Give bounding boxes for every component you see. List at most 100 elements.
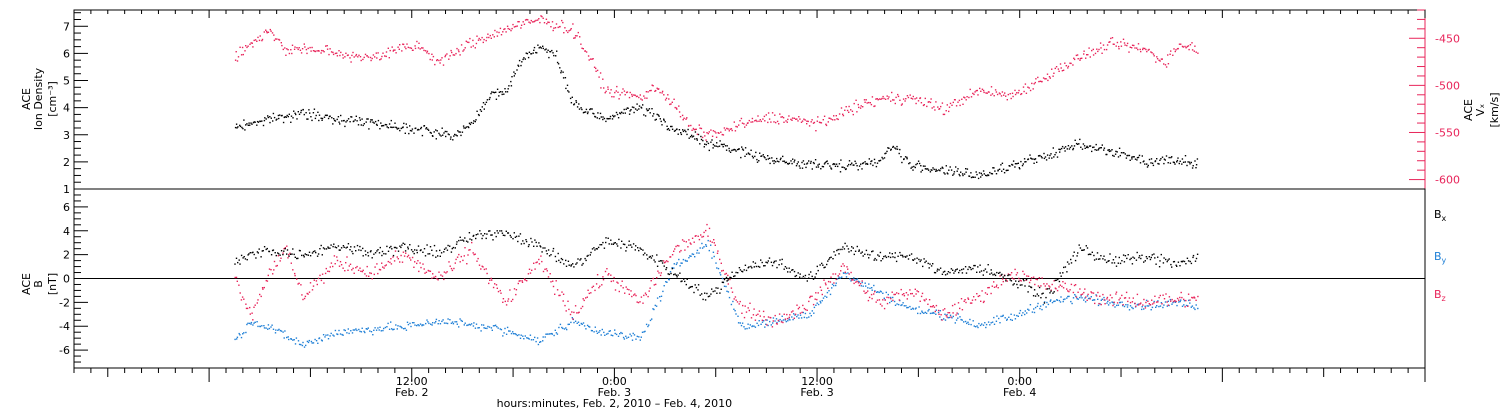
velocity-series-point <box>778 123 780 125</box>
bz-series-point <box>876 299 879 301</box>
by-series-point <box>781 315 783 317</box>
bz-series-point <box>804 308 807 311</box>
bx-series-point <box>256 251 259 253</box>
velocity-series-point <box>366 55 368 57</box>
density-series-point <box>887 147 889 149</box>
by-series-point <box>1046 301 1048 304</box>
bz-series-point <box>753 308 755 310</box>
bz-series-point <box>1161 303 1163 305</box>
density-series-point <box>911 166 913 168</box>
bx-series-point <box>731 271 733 273</box>
density-series-point <box>1074 139 1076 141</box>
density-series-point <box>663 119 665 121</box>
bx-series-point <box>305 254 308 256</box>
velocity-series-point <box>730 128 733 130</box>
density-series-point <box>888 147 890 149</box>
bx-series-point <box>1121 260 1123 262</box>
density-series-point <box>950 169 953 171</box>
bx-series-point <box>1107 260 1109 262</box>
density-series-point <box>249 124 251 126</box>
velocity-series-point <box>683 117 685 119</box>
density-series-point <box>892 145 895 148</box>
density-series-point <box>573 103 576 105</box>
by-series-point <box>425 322 427 325</box>
velocity-series-point <box>712 130 715 132</box>
density-series-point <box>862 162 865 164</box>
density-series-point <box>1086 146 1088 149</box>
by-series-point <box>690 255 692 257</box>
bz-series-point <box>320 279 323 282</box>
density-series-point <box>458 131 460 133</box>
density-series-point <box>644 115 647 117</box>
bx-series-point <box>317 253 320 255</box>
bz-series-point <box>838 273 841 275</box>
velocity-series-point <box>1156 58 1159 60</box>
bx-series-point <box>1054 279 1056 282</box>
density-series-point <box>430 132 432 134</box>
velocity-series-point <box>347 54 349 56</box>
density-series-point <box>586 112 589 115</box>
density-series-point <box>1146 163 1148 165</box>
density-series-point <box>697 133 700 136</box>
bz-series-point <box>571 311 573 313</box>
bx-series-point <box>842 246 844 248</box>
density-series-point <box>241 126 243 129</box>
density-series-point <box>1019 168 1021 170</box>
bx-series-point <box>271 249 274 252</box>
bz-series-point <box>1051 283 1053 286</box>
density-series-point <box>278 117 280 120</box>
density-series-point <box>568 91 570 93</box>
by-series-point <box>636 335 638 338</box>
density-series-point <box>495 98 498 100</box>
density-series-point <box>1134 158 1137 160</box>
density-series-point <box>315 114 317 117</box>
bx-series-point <box>751 267 753 269</box>
by-series-point <box>604 334 606 336</box>
bx-series-point <box>1177 261 1180 263</box>
by-series-point <box>332 334 334 336</box>
by-series-point <box>1036 305 1039 307</box>
bz-series-point <box>389 261 391 264</box>
bx-series-point <box>681 280 683 282</box>
bx-series-point <box>1064 266 1067 268</box>
velocity-series-point <box>405 47 407 50</box>
density-series-point <box>974 176 976 178</box>
velocity-series-point <box>710 129 712 131</box>
velocity-series-point <box>372 54 375 56</box>
density-series-point <box>337 116 340 118</box>
velocity-series-point <box>795 118 797 120</box>
bx-series-point <box>730 277 732 279</box>
bz-series-point <box>834 273 837 275</box>
velocity-series-point <box>535 19 537 22</box>
velocity-series-point <box>806 123 808 125</box>
velocity-series-point <box>377 52 379 54</box>
velocity-series-point <box>482 41 484 44</box>
by-series-point <box>460 319 462 322</box>
bx-series-point <box>841 248 843 251</box>
bz-series-point <box>1050 289 1052 291</box>
bz-series-point <box>777 319 780 322</box>
by-series-point <box>701 247 704 249</box>
velocity-series-point <box>426 52 428 54</box>
bz-series-point <box>276 264 278 267</box>
velocity-series-point <box>266 30 268 33</box>
bx-series-point <box>1122 254 1125 256</box>
bz-series-point <box>935 304 938 307</box>
bz-series-point <box>296 278 298 280</box>
bz-series-point <box>1159 294 1161 297</box>
bz-series-point <box>1098 302 1100 305</box>
bx-series-point <box>983 269 985 272</box>
velocity-series-point <box>1164 64 1167 66</box>
velocity-series-point <box>505 31 507 33</box>
velocity-series-point <box>640 98 642 100</box>
velocity-series-point <box>1085 57 1087 59</box>
by-series-point <box>735 313 737 315</box>
by-series-point <box>553 334 555 337</box>
velocity-series-point <box>357 56 359 58</box>
bz-series-point <box>369 272 371 274</box>
velocity-series-point <box>715 132 717 134</box>
bz-series-point <box>496 287 498 289</box>
by-series-point <box>378 329 380 331</box>
bx-series-point <box>862 255 864 257</box>
bx-series-point <box>947 271 950 273</box>
